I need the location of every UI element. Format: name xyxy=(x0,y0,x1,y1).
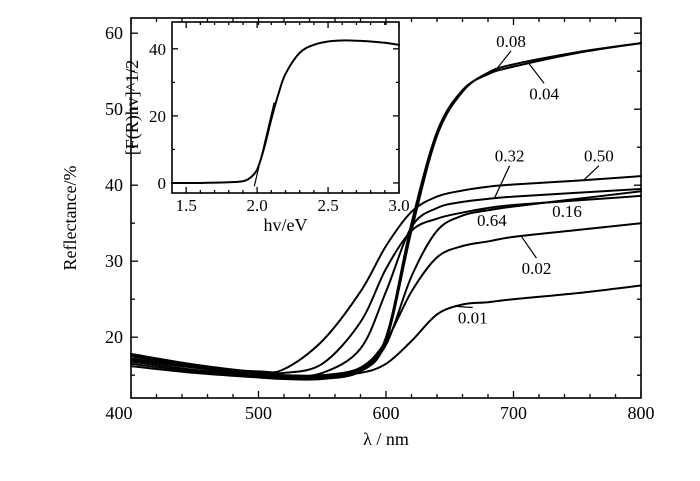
inset-y-tick-label: 0 xyxy=(158,174,167,193)
leader-line-0.32 xyxy=(493,165,511,199)
y-tick-label: 20 xyxy=(105,327,123,347)
y-tick-label: 50 xyxy=(105,99,123,119)
series-label-0.02: 0.02 xyxy=(522,259,552,278)
series-label-0.32: 0.32 xyxy=(495,147,525,166)
series-label-0.16: 0.16 xyxy=(552,202,582,221)
inset-x-tick-label: 2.5 xyxy=(317,196,338,215)
leader-line-0.01 xyxy=(457,305,473,309)
leader-line-0.50 xyxy=(583,165,600,181)
leader-line-0.04 xyxy=(528,62,545,84)
series-label-0.04: 0.04 xyxy=(529,84,559,103)
x-tick-label: 500 xyxy=(245,403,272,423)
inset-series-line xyxy=(171,39,400,184)
leader-line-0.02 xyxy=(520,235,537,259)
x-tick-label: 600 xyxy=(373,403,400,423)
inset-tangent-line xyxy=(253,102,275,187)
x-axis-label: λ / nm xyxy=(363,429,409,449)
x-tick-label: 700 xyxy=(500,403,527,423)
inset-y-tick-label: 20 xyxy=(149,107,166,126)
leader-line-0.08 xyxy=(495,50,512,71)
series-line-0.64 xyxy=(130,194,642,375)
y-tick-label: 60 xyxy=(105,23,123,43)
inset-chart: 1.5 2.0 2.5 3.0 0 20 40 hv/eV [F(R)hv]^1/2 xyxy=(122,21,410,235)
series-label-0.64: 0.64 xyxy=(477,211,507,230)
inset-frame xyxy=(171,21,400,194)
inset-x-tick-label: 3.0 xyxy=(388,196,409,215)
series-label-0.08: 0.08 xyxy=(496,32,526,51)
inset-y-tick-label: 40 xyxy=(149,40,166,59)
x-tick-label: 400 xyxy=(106,403,133,423)
inset-x-tick-label: 2.0 xyxy=(247,196,268,215)
y-axis-label: Reflectance/% xyxy=(60,166,80,271)
inset-x-axis-label: hv/eV xyxy=(264,215,308,235)
y-tick-label: 40 xyxy=(105,175,123,195)
series-line-0.08 xyxy=(130,42,642,381)
y-tick-label: 30 xyxy=(105,251,123,271)
series-line-0.01 xyxy=(130,284,642,378)
series-label-0.01: 0.01 xyxy=(458,309,488,328)
x-tick-label: 800 xyxy=(628,403,655,423)
inset-x-tick-label: 1.5 xyxy=(176,196,197,215)
inset-y-axis-label: [F(R)hv]^1/2 xyxy=(122,60,143,155)
series-label-0.50: 0.50 xyxy=(584,147,614,166)
series-line-0.32 xyxy=(130,188,642,378)
